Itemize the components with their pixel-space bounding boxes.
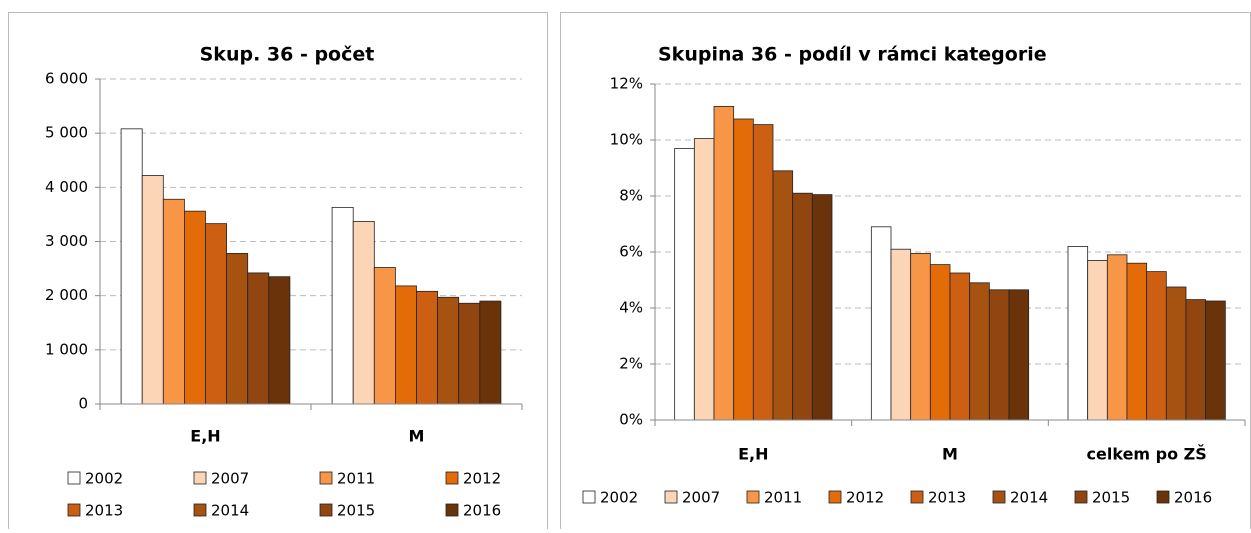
bar xyxy=(949,272,971,421)
legend-swatch xyxy=(67,471,81,485)
bar xyxy=(772,170,794,421)
bar xyxy=(693,138,715,421)
y-tick-label: 2% xyxy=(619,355,643,373)
y-tick-label: 4% xyxy=(619,299,643,317)
bar xyxy=(713,106,735,421)
legend-swatch xyxy=(319,471,333,485)
x-tick-label: M xyxy=(942,445,958,464)
legend-label: 2016 xyxy=(1174,489,1212,507)
legend-swatch xyxy=(193,503,207,517)
bar xyxy=(416,290,439,405)
legend-label: 2012 xyxy=(846,489,884,507)
y-tick-label: 10% xyxy=(610,131,643,149)
bar xyxy=(1087,259,1108,421)
legend-label: 2002 xyxy=(85,470,123,488)
legend-label: 2016 xyxy=(463,502,501,520)
bar xyxy=(394,285,417,405)
y-tick-label: 2 000 xyxy=(45,286,88,304)
bar xyxy=(910,252,931,421)
panel-left xyxy=(8,12,548,533)
legend-label: 2011 xyxy=(337,470,375,488)
bar xyxy=(674,147,695,421)
chart-title: Skupina 36 - podíl v rámci kategorie xyxy=(658,44,1047,66)
legend-swatch xyxy=(1074,490,1088,504)
bar xyxy=(929,264,951,421)
legend-swatch xyxy=(582,490,596,504)
bar xyxy=(752,124,774,421)
bar xyxy=(1126,262,1148,421)
legend-label: 2014 xyxy=(211,502,249,520)
legend-swatch xyxy=(1156,490,1170,504)
bar xyxy=(205,223,228,405)
y-tick-label: 0 xyxy=(78,395,88,413)
bar xyxy=(1067,245,1089,421)
y-tick-label: 0% xyxy=(619,411,643,429)
y-tick-label: 4 000 xyxy=(45,178,88,196)
bar xyxy=(373,267,396,405)
x-tick-label: E,H xyxy=(190,427,220,446)
bar xyxy=(1185,299,1207,421)
bar xyxy=(969,282,990,421)
legend-swatch xyxy=(445,503,459,517)
x-tick-label: celkem po ZŠ xyxy=(1087,445,1207,464)
legend-label: 2002 xyxy=(600,489,638,507)
legend-swatch xyxy=(746,490,760,504)
bar xyxy=(331,206,354,405)
legend-label: 2013 xyxy=(928,489,966,507)
bar xyxy=(1008,289,1030,421)
bar xyxy=(811,194,833,421)
bar xyxy=(1146,271,1167,421)
x-tick-label: M xyxy=(409,427,425,446)
chart-title: Skup. 36 - počet xyxy=(200,44,375,66)
bar xyxy=(792,192,813,421)
legend-swatch xyxy=(992,490,1006,504)
bar xyxy=(183,210,206,405)
bar xyxy=(352,221,375,405)
legend-swatch xyxy=(445,471,459,485)
legend-swatch xyxy=(664,490,678,504)
bar xyxy=(247,272,270,405)
bar xyxy=(458,302,481,405)
legend-label: 2014 xyxy=(1010,489,1048,507)
legend-swatch xyxy=(67,503,81,517)
y-tick-label: 6% xyxy=(619,243,643,261)
y-tick-label: 5 000 xyxy=(45,124,88,142)
bar xyxy=(479,300,502,405)
legend-swatch xyxy=(319,503,333,517)
legend-label: 2011 xyxy=(764,489,802,507)
bar xyxy=(1205,300,1226,421)
legend-swatch xyxy=(910,490,924,504)
bar xyxy=(1165,286,1187,421)
bar xyxy=(870,226,892,421)
bar xyxy=(890,248,912,421)
legend-label: 2015 xyxy=(337,502,375,520)
bar xyxy=(733,118,754,421)
legend-swatch xyxy=(193,471,207,485)
x-tick-label: E,H xyxy=(738,445,768,464)
legend-label: 2015 xyxy=(1092,489,1130,507)
legend-swatch xyxy=(828,490,842,504)
bar xyxy=(120,128,143,405)
y-tick-label: 3 000 xyxy=(45,232,88,250)
y-tick-label: 1 000 xyxy=(45,340,88,358)
bar xyxy=(226,253,249,405)
y-tick-label: 8% xyxy=(619,187,643,205)
y-tick-label: 6 000 xyxy=(45,70,88,88)
legend-label: 2007 xyxy=(211,470,249,488)
legend-label: 2013 xyxy=(85,502,123,520)
y-tick-label: 12% xyxy=(610,75,643,93)
legend-label: 2007 xyxy=(682,489,720,507)
bar xyxy=(437,296,460,405)
bar xyxy=(268,276,291,405)
bar xyxy=(1106,254,1128,421)
legend-label: 2012 xyxy=(463,470,501,488)
bar xyxy=(988,289,1010,421)
bar xyxy=(141,175,164,405)
bar xyxy=(162,198,185,405)
